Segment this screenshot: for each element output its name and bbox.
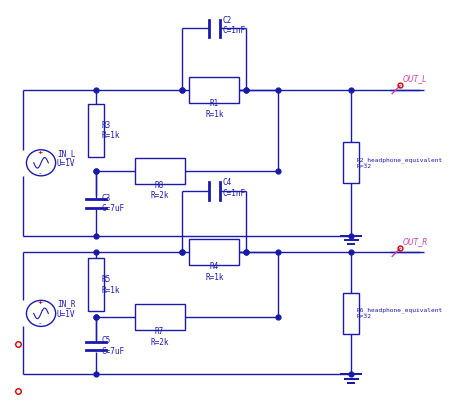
Bar xyxy=(189,77,239,103)
Bar xyxy=(134,158,184,184)
Text: R2_headphone_equivalent
R=32: R2_headphone_equivalent R=32 xyxy=(356,157,442,168)
Text: OUT_R: OUT_R xyxy=(401,237,427,246)
Bar xyxy=(134,304,184,330)
Bar xyxy=(342,142,359,183)
Text: R5
R=1k: R5 R=1k xyxy=(101,275,120,295)
Bar xyxy=(87,104,104,157)
Text: +: + xyxy=(37,300,42,305)
Text: R1
R=1k: R1 R=1k xyxy=(205,99,223,119)
Text: R7
R=2k: R7 R=2k xyxy=(150,327,168,347)
Text: R8
R=2k: R8 R=2k xyxy=(150,181,168,200)
Bar xyxy=(342,293,359,334)
Text: IN_R
U=1V: IN_R U=1V xyxy=(57,300,76,319)
Text: R4
R=1k: R4 R=1k xyxy=(205,262,223,282)
Text: C5
C=7uF: C5 C=7uF xyxy=(101,336,124,356)
Text: C3
C=7uF: C3 C=7uF xyxy=(101,194,124,213)
Text: -: - xyxy=(38,321,41,326)
Bar xyxy=(87,258,104,311)
Text: C4
C=1nF: C4 C=1nF xyxy=(222,178,245,198)
Text: +: + xyxy=(37,150,42,155)
Text: IN_L
U=1V: IN_L U=1V xyxy=(57,149,76,168)
Text: C2
C=1nF: C2 C=1nF xyxy=(222,15,245,35)
Text: OUT_L: OUT_L xyxy=(401,74,425,83)
Text: R6_headphone_equivalent
R=32: R6_headphone_equivalent R=32 xyxy=(356,308,442,319)
Text: R3
R=1k: R3 R=1k xyxy=(101,120,120,140)
Bar xyxy=(189,239,239,265)
Text: -: - xyxy=(38,170,41,176)
